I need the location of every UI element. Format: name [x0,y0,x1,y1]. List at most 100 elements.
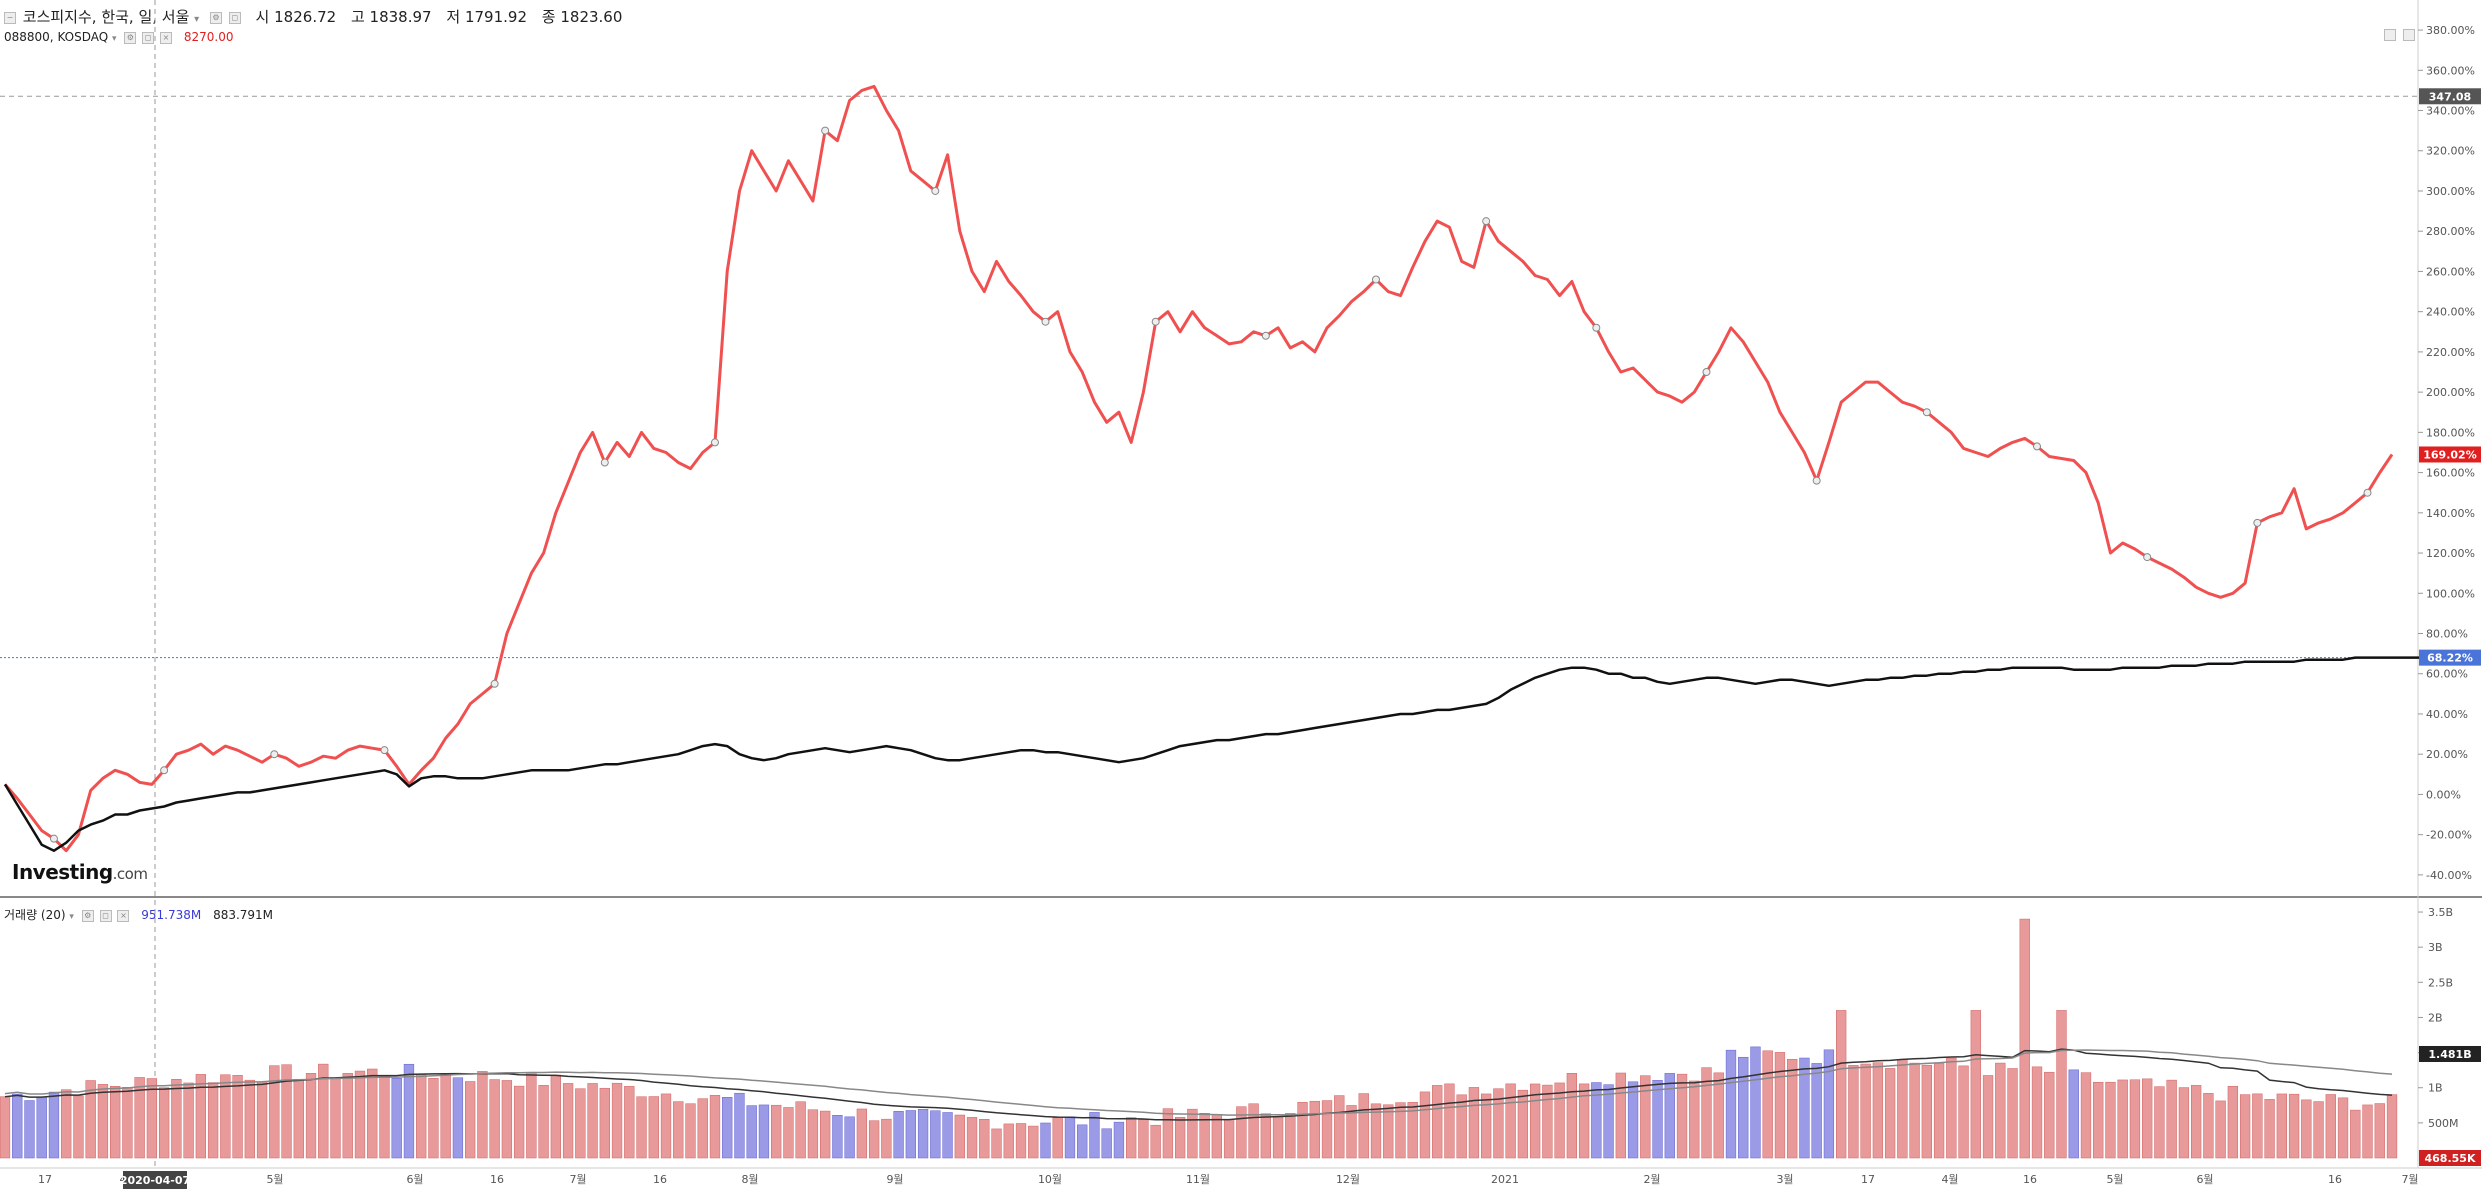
volume-bar [599,1087,610,1159]
volume-bar [477,1071,488,1159]
low-value: 1791.92 [464,8,527,26]
volume-bar [207,1082,219,1159]
volume-bar [1872,1062,1884,1159]
x-tick-label: 11월 [1186,1173,1210,1186]
collapse-icon[interactable]: − [4,11,16,24]
dropdown-arrow-icon[interactable]: ▾ [112,34,117,44]
volume-bar [2019,918,2030,1159]
volume-bar [452,1077,464,1159]
volume-bar [1627,1081,1639,1159]
volume-bar [2276,1093,2287,1159]
x-tick-label: 9월 [886,1173,903,1186]
vol-tick-label: 3B [2428,941,2443,954]
volume-bar [1248,1103,1259,1159]
y-tick-label: 40.00% [2426,708,2468,721]
dropdown-arrow-icon[interactable]: ▾ [69,912,74,922]
volume-bar [489,1079,500,1159]
volume-bar [1456,1094,1467,1159]
volume-last-tag-text: 1.481B [2428,1048,2471,1061]
x-tick-label: 7월 [569,1173,586,1186]
crosshair-date-text: 2020-04-07 [120,1174,190,1187]
volume-bar [991,1128,1002,1159]
volume-bar [954,1114,965,1159]
hide-icon[interactable]: ◻ [99,909,112,922]
volume-bar [2080,1072,2092,1159]
volume-bar [1529,1083,1541,1159]
volume-bar [1725,1049,1737,1159]
volume-bar [1762,1050,1773,1159]
volume-bar [2129,1079,2141,1159]
volume-bar [354,1070,366,1159]
volume-bars [0,918,2398,1159]
volume-bar [905,1110,916,1159]
hide-icon[interactable]: ◻ [228,11,241,24]
volume-bar [501,1080,513,1159]
event-marker [1482,217,1491,226]
volume-bar [293,1079,304,1159]
volume-bar [110,1086,121,1159]
settings-icon[interactable]: ⚙ [124,31,137,44]
settings-icon[interactable]: ⚙ [209,11,222,24]
volume-bar [1823,1049,1835,1159]
y-tick-label: 180.00% [2426,426,2475,439]
event-marker [1151,317,1160,326]
hide-icon[interactable]: ◻ [142,31,155,44]
volume-bar [832,1115,843,1159]
event-marker [1261,331,1270,340]
y-tick-label: 320.00% [2426,145,2475,158]
close-icon[interactable]: × [160,31,173,44]
volume-bar [1713,1072,1724,1159]
volume-header: 거래량 (20) ▾ ⚙ ◻ × 951.738M 883.791M [4,906,273,923]
volume-bar [1199,1113,1210,1159]
volume-bar [416,1073,427,1159]
volume-bar [575,1088,586,1159]
x-tick-label: 2월 [1643,1173,1660,1186]
volume-bar [2007,1068,2018,1159]
volume-bar [1750,1046,1761,1159]
volume-bar [73,1095,84,1159]
volume-bar [1150,1124,1161,1159]
volume-bar [232,1075,243,1159]
low-label: 저 [446,8,461,26]
volume-bar [1958,1065,1969,1159]
volume-label[interactable]: 거래량 (20) [4,908,66,922]
volume-bar [1652,1080,1663,1159]
y-tick-label: 160.00% [2426,467,2475,480]
volume-bar [1640,1075,1651,1159]
volume-bar [587,1083,598,1159]
volume-bar [930,1110,941,1159]
restore-icon[interactable] [2403,28,2416,41]
volume-bar [868,1120,880,1159]
dropdown-arrow-icon[interactable]: ▾ [194,14,200,25]
volume-bar [2288,1093,2300,1159]
volume-bar [1260,1113,1271,1159]
compare-header: 088800, KOSDAQ ▾ ⚙ ◻ × 8270.00 [4,30,233,44]
volume-bar [893,1111,904,1159]
volume-bar [1676,1073,1688,1159]
volume-bar [440,1073,451,1159]
volume-bar [305,1073,317,1159]
volume-bar [2093,1082,2104,1159]
maximize-icon[interactable] [2384,28,2396,41]
open-label: 시 [255,8,270,26]
volume-bar [1921,1064,1932,1159]
volume-bar [1223,1119,1235,1159]
close-icon[interactable]: × [117,909,130,922]
volume-bar [2350,1109,2361,1159]
volume-bar [1101,1128,1112,1159]
x-tick-label: 12월 [1336,1173,1360,1186]
volume-bar [1187,1108,1198,1159]
compare-symbol[interactable]: 088800, KOSDAQ [4,30,109,44]
y-tick-label: 80.00% [2426,628,2468,641]
symbol-name[interactable]: 코스피지수, 한국, 일, 서울 [22,8,190,26]
kosdaq-last-tag [2419,446,2481,463]
y-tick-label: 300.00% [2426,185,2475,198]
settings-icon[interactable]: ⚙ [81,909,94,922]
volume-ma-line [4,1048,2393,1121]
volume-bar [1836,1010,1847,1159]
volume-bar [1064,1116,1076,1159]
volume-bar [12,1093,23,1159]
y-tick-label: 240.00% [2426,306,2475,319]
volume-bar [342,1073,353,1159]
